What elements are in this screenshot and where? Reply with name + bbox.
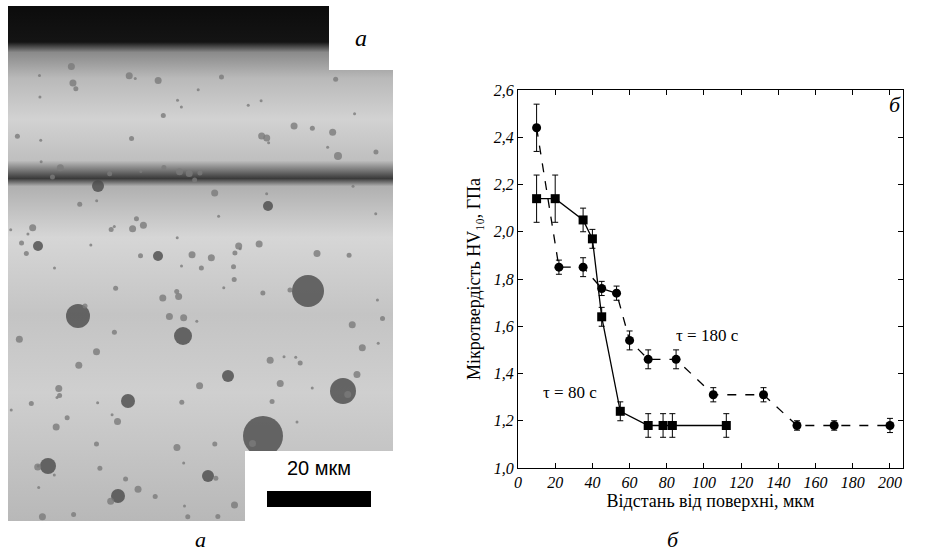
svg-text:2,4: 2,4: [494, 129, 514, 146]
svg-text:τ = 180 с: τ = 180 с: [676, 326, 739, 345]
svg-text:120: 120: [729, 474, 753, 491]
svg-text:2,0: 2,0: [494, 223, 514, 240]
svg-text:60: 60: [622, 474, 638, 491]
svg-text:180: 180: [841, 474, 865, 491]
svg-text:2,6: 2,6: [494, 82, 514, 99]
svg-text:2,2: 2,2: [494, 176, 514, 193]
svg-text:1,2: 1,2: [494, 412, 514, 429]
svg-text:100: 100: [692, 474, 716, 491]
html-text:б: б: [667, 527, 678, 552]
svg-text:140: 140: [766, 474, 790, 491]
svg-text:200: 200: [878, 474, 902, 491]
svg-text:80: 80: [659, 474, 675, 491]
html-text:20 мкм: 20 мкм: [287, 457, 351, 479]
svg-text:0: 0: [514, 474, 522, 491]
svg-text:40: 40: [584, 474, 600, 491]
svg-text:1,0: 1,0: [494, 460, 514, 477]
svg-text:τ = 80 с: τ = 80 с: [543, 383, 597, 402]
svg-text:б: б: [889, 92, 901, 117]
svg-text:Відстань від поверхні, мкм: Відстань від поверхні, мкм: [607, 491, 815, 511]
svg-text:1,8: 1,8: [494, 271, 514, 288]
svg-text:Мікротвердість HV₁₀, ГПа: Мікротвердість HV₁₀, ГПа: [464, 178, 484, 380]
svg-text:20: 20: [547, 474, 563, 491]
html-text:а: а: [195, 527, 206, 552]
svg-text:1,4: 1,4: [494, 365, 514, 382]
html-text:а: а: [355, 24, 367, 51]
svg-text:1,6: 1,6: [494, 318, 514, 335]
svg-text:160: 160: [804, 474, 828, 491]
